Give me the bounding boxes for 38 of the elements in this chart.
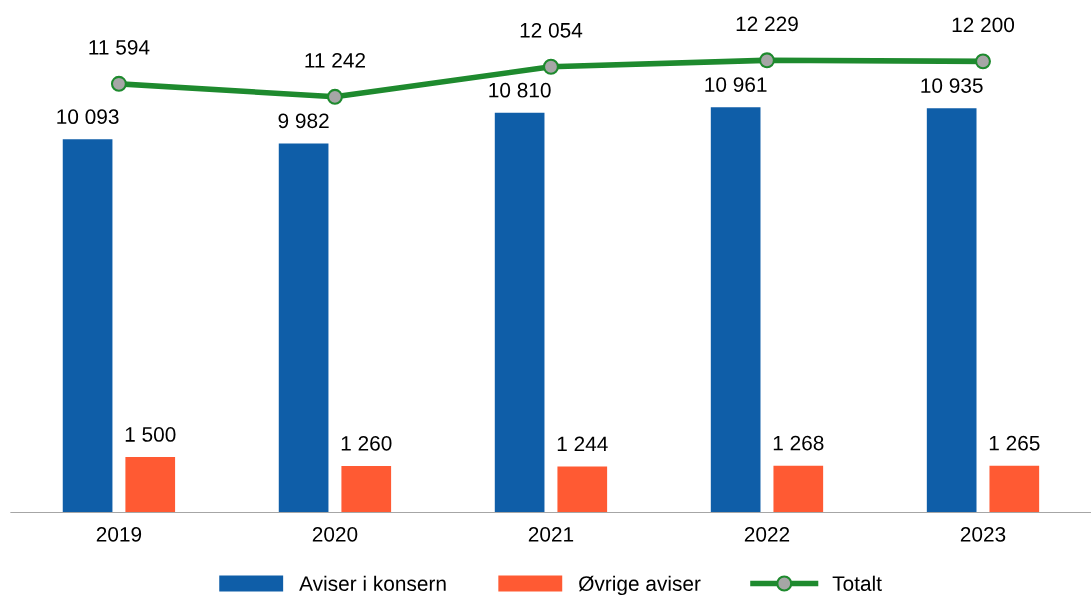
data-label: 11 242 [305, 52, 365, 68]
legend-label: Totalt [832, 575, 882, 591]
data-label: 1 260 [341, 435, 392, 451]
point [758, 52, 775, 69]
data-label: 10 093 [57, 109, 119, 125]
data-label: 12 054 [520, 22, 583, 38]
data-label: 1 244 [557, 436, 608, 452]
point [542, 58, 559, 75]
data-label: 1 265 [989, 435, 1040, 451]
x-tick-label: 2021 [528, 526, 574, 542]
data-label: 1 500 [125, 427, 176, 442]
data-label: 10 961 [705, 77, 767, 92]
data-label: 9 982 [278, 113, 329, 129]
bar [494, 112, 545, 513]
legend-label: Aviser i konsern [299, 575, 446, 591]
data-label: 10 810 [489, 82, 551, 98]
bar [341, 465, 392, 513]
point [975, 53, 991, 70]
bar [989, 465, 1040, 513]
point [326, 88, 343, 105]
data-label: 12 200 [952, 17, 1015, 33]
x-tick-label: 2023 [960, 526, 1006, 542]
bar [557, 466, 608, 513]
x-tick-label: 2020 [312, 526, 358, 542]
bar [773, 465, 824, 513]
bar [125, 457, 176, 513]
legend-label: Øvrige aviser [578, 575, 701, 596]
bar [278, 143, 329, 513]
x-tick-label: 2019 [96, 526, 142, 542]
bar [710, 107, 761, 513]
x-tick-label: 2022 [744, 526, 790, 542]
data-label: 11 594 [89, 39, 150, 55]
point [110, 75, 127, 92]
bar [62, 139, 113, 513]
data-label: 1 268 [773, 435, 824, 451]
data-label: 10 935 [921, 78, 983, 93]
data-label: 12 229 [736, 16, 798, 32]
bar [926, 108, 977, 513]
